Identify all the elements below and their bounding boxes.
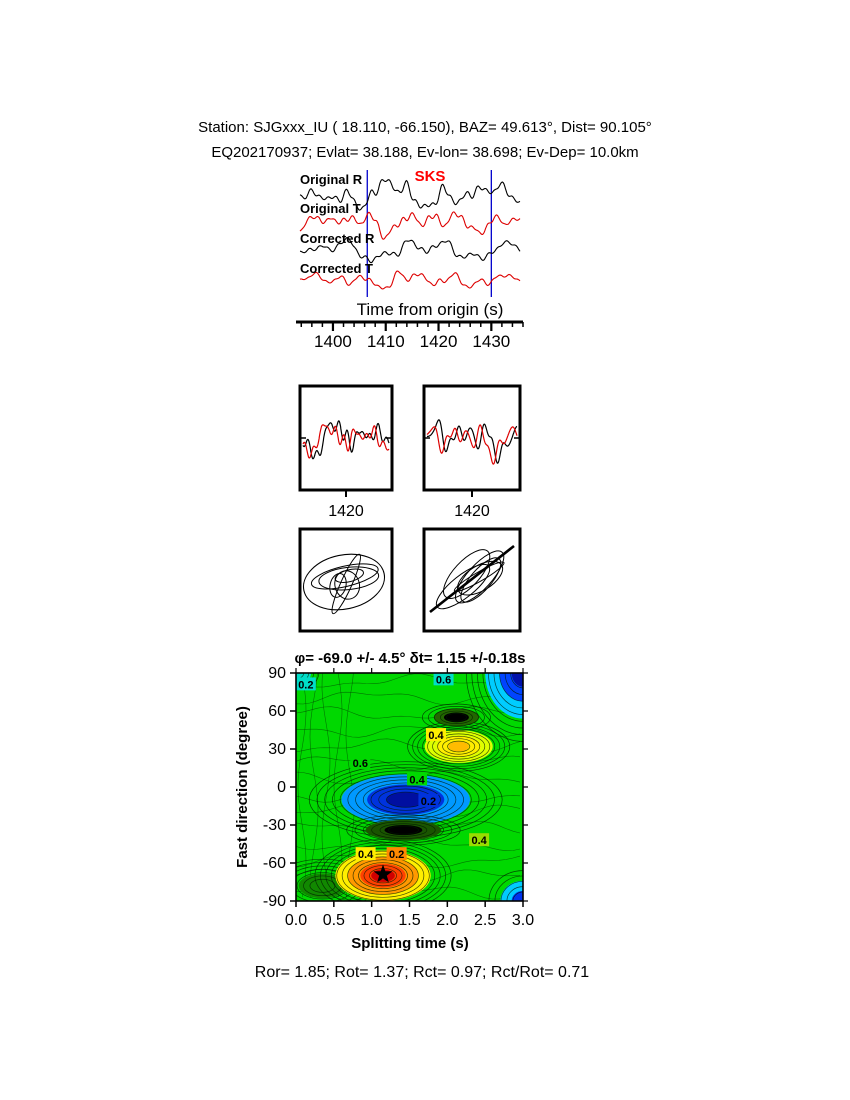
svg-text:90: 90 <box>268 665 286 682</box>
svg-text:1410: 1410 <box>367 332 405 351</box>
quality-stats-line: Ror= 1.85; Rot= 1.37; Rct= 0.97; Rct/Rot… <box>255 964 590 981</box>
svg-text:0.2: 0.2 <box>298 679 313 691</box>
error-surface-contour: 0.2 0.6 0.6 0.4 0.2 0.4 0.4 0.4 0.2 0.0 0.5 1.0 1.5 2… <box>263 665 534 929</box>
time-axis-label: Time from origin (s) <box>357 300 504 319</box>
svg-text:1.5: 1.5 <box>398 912 420 929</box>
svg-text:0.5: 0.5 <box>323 912 345 929</box>
svg-text:30: 30 <box>268 741 286 758</box>
svg-text:3.0: 3.0 <box>512 912 534 929</box>
trace-label-corrected-t: Corrected T <box>300 261 373 276</box>
phase-label-sks: SKS <box>415 168 446 185</box>
svg-text:0.2: 0.2 <box>389 849 404 861</box>
svg-text:2.0: 2.0 <box>436 912 458 929</box>
seismogram-traces <box>299 170 521 297</box>
station-header: Station: SJGxxx_IU ( 18.110, -66.150), B… <box>198 119 652 136</box>
svg-text:1400: 1400 <box>314 332 352 351</box>
contour-title: φ= -69.0 +/- 4.5° δt= 1.15 +/-0.18s <box>295 650 526 667</box>
window-comparison-panels <box>298 384 522 497</box>
svg-text:0.6: 0.6 <box>353 758 368 770</box>
svg-text:-90: -90 <box>263 893 286 910</box>
event-header: EQ202170937; Evlat= 38.188, Ev-lon= 38.6… <box>211 144 638 161</box>
svg-text:0: 0 <box>277 779 286 796</box>
svg-text:1.0: 1.0 <box>361 912 383 929</box>
svg-text:0.4: 0.4 <box>471 835 487 847</box>
svg-text:-60: -60 <box>263 855 286 872</box>
svg-text:2.5: 2.5 <box>474 912 496 929</box>
svg-text:-30: -30 <box>263 817 286 834</box>
time-axis: 1400 1410 1420 1430 <box>296 320 524 351</box>
contour-xlabel: Splitting time (s) <box>351 935 469 952</box>
svg-text:0.0: 0.0 <box>285 912 307 929</box>
particle-motion-panels <box>298 527 522 633</box>
right-window-xtick: 1420 <box>454 503 490 520</box>
svg-text:0.4: 0.4 <box>428 730 444 742</box>
svg-text:0.4: 0.4 <box>409 774 425 786</box>
contour-ylabel: Fast direction (degree) <box>234 706 251 868</box>
svg-text:0.6: 0.6 <box>436 674 451 686</box>
trace-label-original-t: Original T <box>300 201 361 216</box>
trace-label-original-r: Original R <box>300 172 363 187</box>
trace-label-corrected-r: Corrected R <box>300 231 375 246</box>
svg-text:60: 60 <box>268 703 286 720</box>
svg-text:0.4: 0.4 <box>358 849 374 861</box>
svg-text:0.2: 0.2 <box>421 796 436 808</box>
left-window-xtick: 1420 <box>328 503 364 520</box>
svg-text:1430: 1430 <box>472 332 510 351</box>
svg-text:1420: 1420 <box>420 332 458 351</box>
